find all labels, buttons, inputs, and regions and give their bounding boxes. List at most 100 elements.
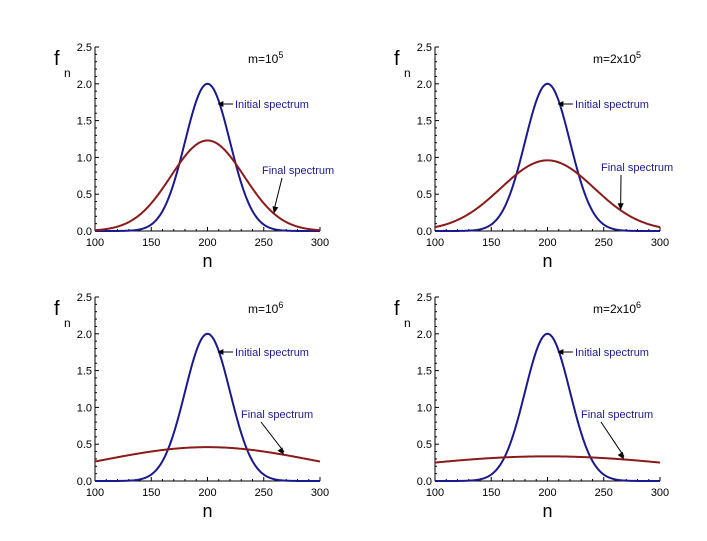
x-tick-label: 150: [142, 487, 160, 499]
series-line-initial-spectrum: [435, 332, 660, 482]
annotation-arrow-line: [273, 177, 283, 211]
y-axis-label-subscript: n: [404, 66, 411, 80]
x-axis-label: n: [542, 501, 552, 521]
x-tick-label: 100: [426, 487, 444, 499]
annotation-arrow-head: [617, 203, 624, 211]
x-tick-label: 150: [482, 487, 500, 499]
panel-3: 100 150 200 250 3000.00.51.01.52.02.5nfnm=10…: [54, 292, 329, 521]
x-axis-label: n: [202, 251, 212, 271]
annotation-initial-spectrum: Initial spectrum: [235, 347, 309, 359]
panel-m-label: m=2x105: [593, 50, 641, 66]
x-tick-label: 150: [142, 237, 160, 249]
annotation-arrow-head: [557, 349, 564, 355]
panel-m-label-base: m=2x10: [593, 52, 636, 66]
x-tick-label: 250: [595, 487, 613, 499]
y-tick-label: 1.5: [417, 116, 432, 128]
y-tick-label: 0.0: [417, 226, 432, 238]
y-axis-label: f: [394, 298, 400, 320]
x-axis-label: n: [202, 501, 212, 521]
y-tick-label: 2.5: [77, 42, 92, 54]
annotation-initial-spectrum: Initial spectrum: [575, 347, 649, 359]
panel-m-label: m=106: [248, 300, 283, 316]
y-tick-label: 1.0: [77, 152, 92, 164]
x-tick-label: 150: [482, 237, 500, 249]
y-tick-label: 1.5: [77, 116, 92, 128]
y-tick-label: 0.0: [77, 476, 92, 488]
y-tick-label: 1.0: [417, 152, 432, 164]
panel-m-label-exponent: 5: [636, 50, 641, 60]
y-tick-label: 1.5: [417, 366, 432, 378]
panel-m-label-base: m=2x10: [593, 302, 636, 316]
annotation-final-spectrum: Final spectrum: [601, 162, 673, 174]
x-tick-label: 100: [86, 237, 104, 249]
y-axis-label-subscript: n: [404, 316, 411, 330]
panel-2: 100 150 200 250 3000.00.51.01.52.02.5nfnm=2x…: [394, 42, 673, 271]
y-tick-label: 1.0: [77, 402, 92, 414]
series-line-final-spectrum: [94, 446, 321, 463]
annotation-arrow-line: [600, 421, 625, 457]
annotation-final-spectrum: Final spectrum: [262, 165, 334, 177]
x-tick-label: 200: [538, 487, 556, 499]
series-line-final-spectrum: [434, 159, 661, 229]
y-tick-label: 2.5: [417, 292, 432, 304]
annotation-arrow-head: [272, 206, 279, 214]
panel-4: 100 150 200 250 3000.00.51.01.52.02.5nfnm=2x…: [394, 292, 669, 521]
y-tick-label: 0.0: [417, 476, 432, 488]
annotation-arrow-head: [217, 349, 224, 355]
x-tick-label: 200: [538, 237, 556, 249]
annotation-arrow-head: [217, 101, 224, 107]
y-axis-label: f: [54, 298, 60, 320]
x-tick-label: 300: [651, 237, 669, 249]
annotation-final-spectrum: Final spectrum: [581, 409, 653, 421]
annotation-initial-spectrum: Initial spectrum: [575, 99, 649, 111]
panel-m-label: m=2x106: [593, 300, 641, 316]
y-axis-label: f: [54, 48, 60, 70]
x-axis-label: n: [542, 251, 552, 271]
y-tick-label: 1.0: [417, 402, 432, 414]
y-tick-label: 0.5: [77, 439, 92, 451]
y-tick-label: 0.5: [417, 439, 432, 451]
series-line-final-spectrum: [434, 455, 661, 464]
y-tick-label: 2.0: [417, 79, 432, 91]
annotation-initial-spectrum: Initial spectrum: [235, 99, 309, 111]
annotation-arrow-line: [260, 421, 285, 453]
series-line-initial-spectrum: [95, 332, 320, 482]
y-tick-label: 2.0: [77, 329, 92, 341]
panel-m-label-exponent: 5: [278, 50, 283, 60]
x-tick-label: 250: [595, 237, 613, 249]
y-tick-label: 0.5: [417, 189, 432, 201]
x-tick-label: 300: [311, 487, 329, 499]
y-tick-label: 2.0: [77, 79, 92, 91]
x-tick-label: 300: [311, 237, 329, 249]
y-tick-label: 0.0: [77, 226, 92, 238]
y-tick-label: 2.0: [417, 329, 432, 341]
panel-m-label-exponent: 6: [636, 300, 641, 310]
y-axis-label-subscript: n: [64, 316, 71, 330]
panel-m-label: m=105: [248, 50, 283, 66]
series-line-initial-spectrum: [95, 82, 320, 232]
x-tick-label: 250: [255, 237, 273, 249]
annotation-arrow-head: [617, 451, 624, 460]
annotation-arrow-head: [277, 447, 284, 455]
x-tick-label: 100: [426, 237, 444, 249]
x-tick-label: 200: [198, 237, 216, 249]
x-tick-label: 200: [198, 487, 216, 499]
annotation-arrow-head: [557, 101, 564, 107]
y-tick-label: 0.5: [77, 189, 92, 201]
y-axis-label: f: [394, 48, 400, 70]
series-line-final-spectrum: [94, 139, 321, 232]
annotation-final-spectrum: Final spectrum: [241, 409, 313, 421]
y-tick-label: 1.5: [77, 366, 92, 378]
x-tick-label: 100: [86, 487, 104, 499]
y-tick-label: 2.5: [77, 292, 92, 304]
panel-m-label-exponent: 6: [278, 300, 283, 310]
panel-m-label-base: m=10: [248, 302, 279, 316]
panel-m-label-base: m=10: [248, 52, 279, 66]
y-tick-label: 2.5: [417, 42, 432, 54]
x-tick-label: 250: [255, 487, 273, 499]
x-tick-label: 300: [651, 487, 669, 499]
series-line-initial-spectrum: [435, 82, 660, 232]
panel-1: 100 150 200 250 3000.00.51.01.52.02.5nfnm=10…: [54, 42, 334, 271]
y-axis-label-subscript: n: [64, 66, 71, 80]
